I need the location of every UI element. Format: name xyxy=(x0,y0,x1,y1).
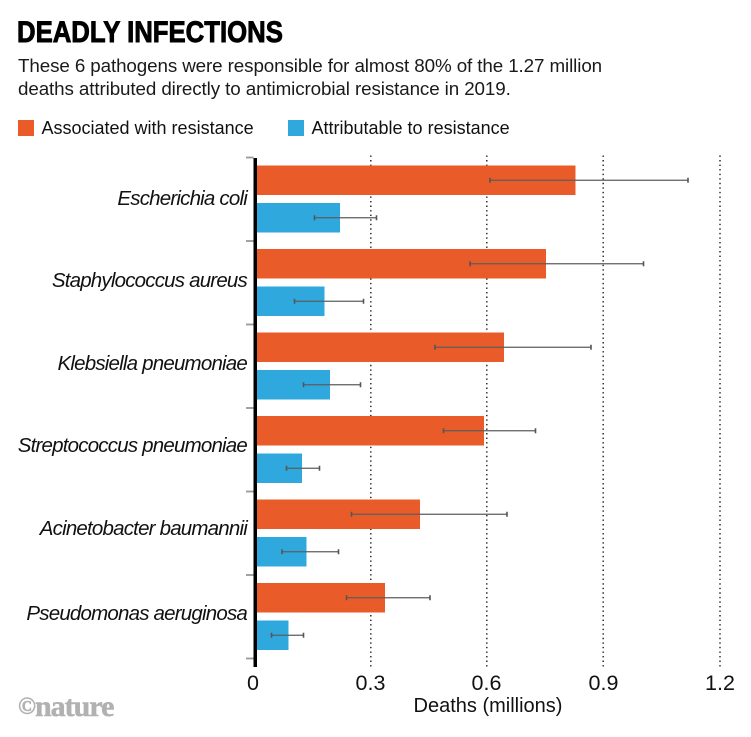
svg-text:0.6: 0.6 xyxy=(472,671,502,695)
svg-text:0: 0 xyxy=(247,671,259,695)
svg-text:0.9: 0.9 xyxy=(589,671,619,695)
svg-text:1.2: 1.2 xyxy=(705,671,735,695)
svg-text:0.3: 0.3 xyxy=(356,671,386,695)
svg-text:Deaths (millions): Deaths (millions) xyxy=(414,695,563,717)
